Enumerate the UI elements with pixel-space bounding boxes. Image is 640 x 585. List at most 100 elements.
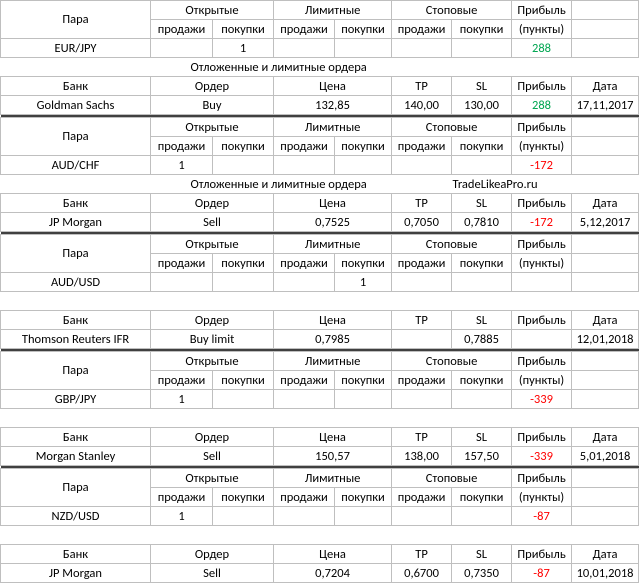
row: Пара Открытые Лимитные Стоповые Прибыль: [0, 351, 640, 390]
caption-row: Отложенные и лимитные ордера TradeLikeaPr…: [0, 174, 639, 194]
profit-header: Прибыль: [511, 468, 573, 488]
order-cell: Morgan Stanley: [0, 446, 151, 466]
order-header: TP: [391, 427, 453, 447]
group-header: Лимитные: [273, 234, 393, 254]
position-cell: [451, 506, 513, 526]
row: GBP/JPY 1 -339: [0, 389, 640, 409]
group-header: Стоповые: [391, 468, 513, 488]
order-header: Дата: [571, 76, 640, 96]
order-header: Ордер: [149, 544, 275, 564]
empty-cell: [571, 117, 640, 137]
order-header: Банк: [0, 76, 151, 96]
profit-unit: (пункты): [511, 487, 573, 507]
group-header: Открытые: [149, 351, 275, 371]
empty-cell: [571, 136, 640, 156]
order-cell: 0,7985: [273, 329, 393, 349]
position-cell: [334, 506, 393, 526]
position-cell: [211, 155, 275, 175]
sub-header: покупки: [334, 136, 393, 156]
empty-cell: [571, 351, 640, 371]
profit-cell: -172: [511, 212, 573, 232]
order-header: Прибыль: [511, 310, 573, 330]
order-header: Банк: [0, 427, 151, 447]
group-header: Стоповые: [391, 0, 513, 20]
separator: [0, 465, 639, 469]
order-header: Цена: [273, 193, 393, 213]
row: Банк Ордер Цена TP SL Прибыль Дата: [0, 427, 640, 447]
watermark: TradeLikeaPro.ru: [452, 177, 538, 192]
position-cell: [273, 272, 336, 292]
separator: [0, 114, 639, 118]
row: AUD/USD 1: [0, 272, 640, 292]
row: NZD/USD 1 -87: [0, 506, 640, 526]
sub-header: покупки: [334, 487, 393, 507]
empty-cell: [571, 468, 640, 488]
pair-cell: GBP/JPY: [0, 389, 151, 409]
sub-header: продажи: [391, 253, 453, 273]
sub-header: покупки: [211, 19, 275, 39]
position-cell: [211, 506, 275, 526]
row: [0, 114, 639, 118]
row: Пара Открытые Лимитные Стоповые Прибыль: [0, 117, 640, 156]
position-cell: [273, 506, 336, 526]
position-cell: [391, 272, 453, 292]
order-cell: Sell: [149, 446, 275, 466]
row: Банк Ордер Цена TP SL Прибыль Дата: [0, 310, 640, 330]
order-header: SL: [451, 544, 513, 564]
position-cell: 1: [150, 155, 213, 175]
row: Банк Ордер Цена TP SL Прибыль Дата: [0, 193, 640, 213]
row: Банк Ордер Цена TP SL Прибыль Дата: [0, 76, 640, 96]
empty-cell: [571, 253, 640, 273]
sub-header: продажи: [391, 370, 453, 390]
position-cell: [334, 38, 393, 58]
row: [0, 408, 639, 428]
empty-cell: [571, 487, 640, 507]
order-cell: Thomson Reuters IFR: [0, 329, 151, 349]
caption: Отложенные и лимитные ордера: [190, 177, 367, 192]
pair-cell: AUD/USD: [0, 272, 151, 292]
sub-header: покупки: [451, 19, 513, 39]
order-cell: 0,7525: [273, 212, 393, 232]
order-cell: Sell: [149, 563, 275, 583]
row: Банк Ордер Цена TP SL Прибыль Дата: [0, 544, 640, 564]
position-cell: 1: [211, 38, 275, 58]
row: Пара Открытые Лимитные Стоповые Прибыль: [0, 234, 640, 273]
pair-header: Пара: [0, 117, 151, 156]
profit-header: Прибыль: [511, 351, 573, 371]
profit-cell: -339: [511, 389, 573, 409]
order-header: SL: [451, 76, 513, 96]
caption-row: [0, 408, 639, 428]
order-header: Ордер: [149, 193, 275, 213]
pair-header: Пара: [0, 468, 151, 507]
order-header: Цена: [273, 427, 393, 447]
empty-cell: [571, 19, 640, 39]
order-header: Ордер: [149, 76, 275, 96]
empty-cell: [571, 370, 640, 390]
order-header: Банк: [0, 310, 151, 330]
order-cell: 12,01,2018: [571, 329, 640, 349]
profit-header: Прибыль: [511, 0, 573, 20]
position-cell: [334, 155, 393, 175]
row: [0, 348, 639, 352]
position-cell: [391, 506, 453, 526]
position-cell: [150, 272, 213, 292]
group-header: Открытые: [149, 234, 275, 254]
pair-header: Пара: [0, 234, 151, 273]
order-cell: JP Morgan: [0, 212, 151, 232]
position-cell: [334, 389, 393, 409]
order-cell: Goldman Sachs: [0, 95, 151, 115]
empty-cell: [571, 506, 640, 526]
row: [0, 291, 639, 311]
sub-header: продажи: [273, 253, 336, 273]
sub-header: покупки: [451, 136, 513, 156]
order-cell: 0,7204: [273, 563, 393, 583]
sub-header: продажи: [150, 19, 213, 39]
order-header: Прибыль: [511, 193, 573, 213]
sub-header: покупки: [334, 253, 393, 273]
group-header: Лимитные: [273, 117, 393, 137]
order-cell: [391, 329, 453, 349]
profit-cell: -172: [511, 155, 573, 175]
